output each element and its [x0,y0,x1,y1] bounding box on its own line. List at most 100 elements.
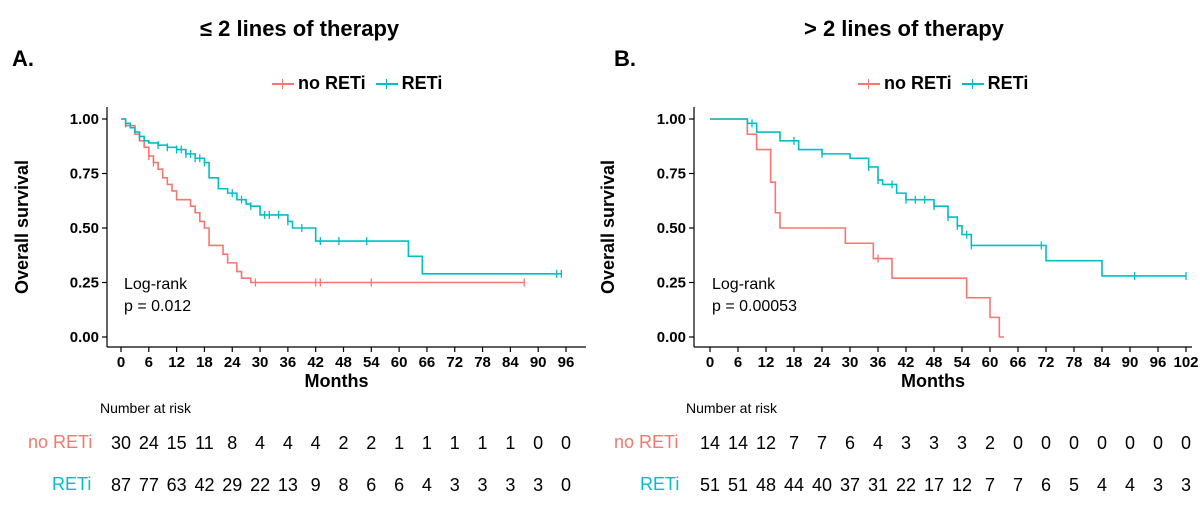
p-value: p = 0.012 [124,298,191,315]
x-tick-label: 36 [280,354,297,371]
risk-value: 77 [138,475,159,495]
risk-value: 3 [1152,475,1163,495]
legend-item-reti: RETi [375,73,443,94]
x-tick-label: 48 [335,354,352,371]
x-tick-label: 60 [982,354,999,371]
risk-value: 7 [984,475,995,495]
x-tick-label: 36 [870,354,887,371]
legend: no RETi RETi [272,73,442,94]
x-tick-label: 54 [954,354,971,371]
risk-value: 14 [700,433,721,453]
risk-value: 6 [844,433,855,453]
y-tick-label: 0.50 [70,220,99,237]
y-tick-label: 0.25 [657,275,686,292]
risk-value: 3 [533,475,544,495]
x-tick-label: 96 [1150,354,1167,371]
risk-value: 7 [788,433,799,453]
risk-value: 4 [310,433,321,453]
risk-value: 48 [756,475,777,495]
risk-value: 2 [366,433,377,453]
risk-value: 15 [166,433,187,453]
risk-value: 0 [560,475,571,495]
risk-value: 0 [1152,433,1163,453]
x-tick-label: 12 [758,354,775,371]
risk-row-label-no-reti: no RETi [614,432,679,452]
x-tick-label: 72 [446,354,463,371]
risk-value: 2 [338,433,349,453]
risk-value: 0 [1012,433,1023,453]
x-tick-label: 90 [1122,354,1139,371]
x-tick-label: 30 [842,354,859,371]
legend-key-reti [961,78,984,89]
risk-value: 3 [449,475,460,495]
risk-value: 4 [255,433,266,453]
panel-title: > 2 lines of therapy [804,16,1004,41]
risk-value: 4 [872,433,883,453]
panel-a: ≤ 2 lines of therapy A. no RETi RETi 0.0… [12,16,586,495]
risk-value: 1 [477,433,488,453]
survival-curve-no-reti [710,118,1004,338]
risk-value: 51 [700,475,721,495]
y-tick-label: 0.75 [70,166,99,183]
risk-value: 29 [222,475,243,495]
panel-label: A. [12,46,34,71]
risk-value: 3 [900,433,911,453]
x-tick-label: 96 [558,354,575,371]
risk-value: 24 [138,433,159,453]
legend-key-no-reti [858,78,880,89]
risk-value: 8 [338,475,349,495]
risk-value: 1 [421,433,432,453]
panel-b: > 2 lines of therapy B. no RETi RETi 0.0… [598,0,1200,519]
risk-value: 3 [928,433,939,453]
risk-value: 87 [111,475,132,495]
risk-value: 51 [728,475,749,495]
risk-table-title: Number at risk [100,400,192,416]
p-value: p = 0.00053 [712,298,797,315]
x-tick-label: 102 [1173,354,1198,371]
x-tick-label: 6 [145,354,153,371]
risk-value: 37 [840,475,861,495]
legend-label: RETi [987,73,1029,93]
x-tick-label: 54 [363,354,380,371]
x-tick-label: 30 [252,354,269,371]
risk-value: 1 [505,433,516,453]
x-tick-label: 90 [530,354,547,371]
risk-value: 0 [1040,433,1051,453]
risk-value: 17 [924,475,945,495]
y-axis-title: Overall survival [598,160,618,294]
risk-value: 4 [421,475,432,495]
risk-value: 63 [166,475,187,495]
risk-value: 7 [1012,475,1023,495]
risk-value: 12 [952,475,973,495]
risk-value: 0 [1124,433,1135,453]
x-tick-label: 60 [391,354,408,371]
x-tick-label: 66 [1010,354,1027,371]
x-tick-label: 18 [196,354,213,371]
survival-curve-reti [710,118,1186,277]
risk-value: 1 [394,433,405,453]
x-tick-label: 72 [1038,354,1055,371]
legend-key-reti [375,78,398,89]
risk-value: 12 [756,433,777,453]
x-tick-label: 84 [502,354,519,371]
x-tick-label: 6 [734,354,742,371]
legend-label: no RETi [884,73,952,93]
risk-value: 0 [1180,433,1191,453]
legend-label: RETi [401,73,443,93]
risk-value: 40 [812,475,833,495]
logrank-label: Log-rank [712,276,776,293]
risk-value: 3 [477,475,488,495]
risk-value: 8 [227,433,238,453]
risk-value: 4 [1096,475,1107,495]
y-axis-title: Overall survival [12,160,32,294]
risk-row-label-reti: RETi [640,474,680,494]
risk-value: 1 [449,433,460,453]
risk-value: 44 [784,475,805,495]
y-tick-label: 0.25 [70,275,99,292]
risk-value: 42 [194,475,215,495]
x-tick-label: 78 [1066,354,1083,371]
km-plot-a: 0.00 0.25 0.50 0.75 1.00 0 6 12 18 24 30 36 42 48 54 60… [12,107,586,391]
x-tick-label: 42 [898,354,915,371]
risk-value: 6 [366,475,377,495]
legend-key-no-reti [272,78,294,89]
